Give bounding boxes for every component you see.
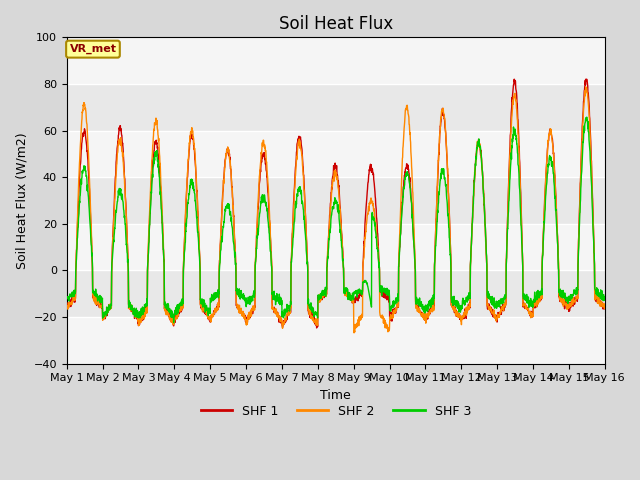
SHF 3 bbox=[583, 114, 591, 120]
SHF 2 bbox=[63, 304, 70, 310]
Bar bbox=[67, 84, 605, 131]
Text: VR_met: VR_met bbox=[70, 44, 116, 54]
SHF 2 bbox=[568, 300, 576, 305]
SHF 2 bbox=[350, 330, 358, 336]
SHF 1 bbox=[351, 300, 359, 305]
Y-axis label: Soil Heat Flux (W/m2): Soil Heat Flux (W/m2) bbox=[15, 132, 28, 269]
SHF 1 bbox=[492, 313, 500, 319]
SHF 3 bbox=[554, 238, 561, 243]
SHF 1 bbox=[554, 231, 561, 237]
SHF 1 bbox=[213, 307, 221, 312]
SHF 1 bbox=[363, 192, 371, 197]
Title: Soil Heat Flux: Soil Heat Flux bbox=[278, 15, 393, 33]
SHF 3 bbox=[63, 295, 70, 301]
SHF 1 bbox=[582, 76, 590, 82]
SHF 1 bbox=[568, 300, 576, 305]
Line: SHF 1: SHF 1 bbox=[67, 79, 605, 328]
Line: SHF 3: SHF 3 bbox=[67, 117, 605, 323]
SHF 3 bbox=[351, 290, 359, 296]
SHF 1 bbox=[601, 306, 609, 312]
Bar bbox=[67, 224, 605, 270]
Legend: SHF 1, SHF 2, SHF 3: SHF 1, SHF 2, SHF 3 bbox=[196, 400, 476, 423]
SHF 2 bbox=[363, 216, 371, 222]
SHF 1 bbox=[313, 325, 321, 331]
X-axis label: Time: Time bbox=[321, 389, 351, 402]
SHF 2 bbox=[601, 301, 609, 307]
SHF 3 bbox=[568, 294, 576, 300]
Line: SHF 2: SHF 2 bbox=[67, 87, 605, 333]
SHF 2 bbox=[554, 230, 561, 236]
SHF 3 bbox=[492, 305, 500, 311]
Bar bbox=[67, 270, 605, 317]
SHF 2 bbox=[213, 306, 221, 312]
SHF 2 bbox=[492, 318, 500, 324]
Bar bbox=[67, 317, 605, 364]
Bar bbox=[67, 37, 605, 84]
Bar bbox=[67, 131, 605, 177]
SHF 3 bbox=[601, 297, 609, 302]
SHF 2 bbox=[351, 325, 359, 331]
SHF 3 bbox=[170, 320, 177, 325]
SHF 2 bbox=[582, 84, 589, 90]
SHF 1 bbox=[63, 305, 70, 311]
SHF 3 bbox=[363, 280, 371, 286]
SHF 3 bbox=[213, 291, 221, 297]
Bar bbox=[67, 177, 605, 224]
